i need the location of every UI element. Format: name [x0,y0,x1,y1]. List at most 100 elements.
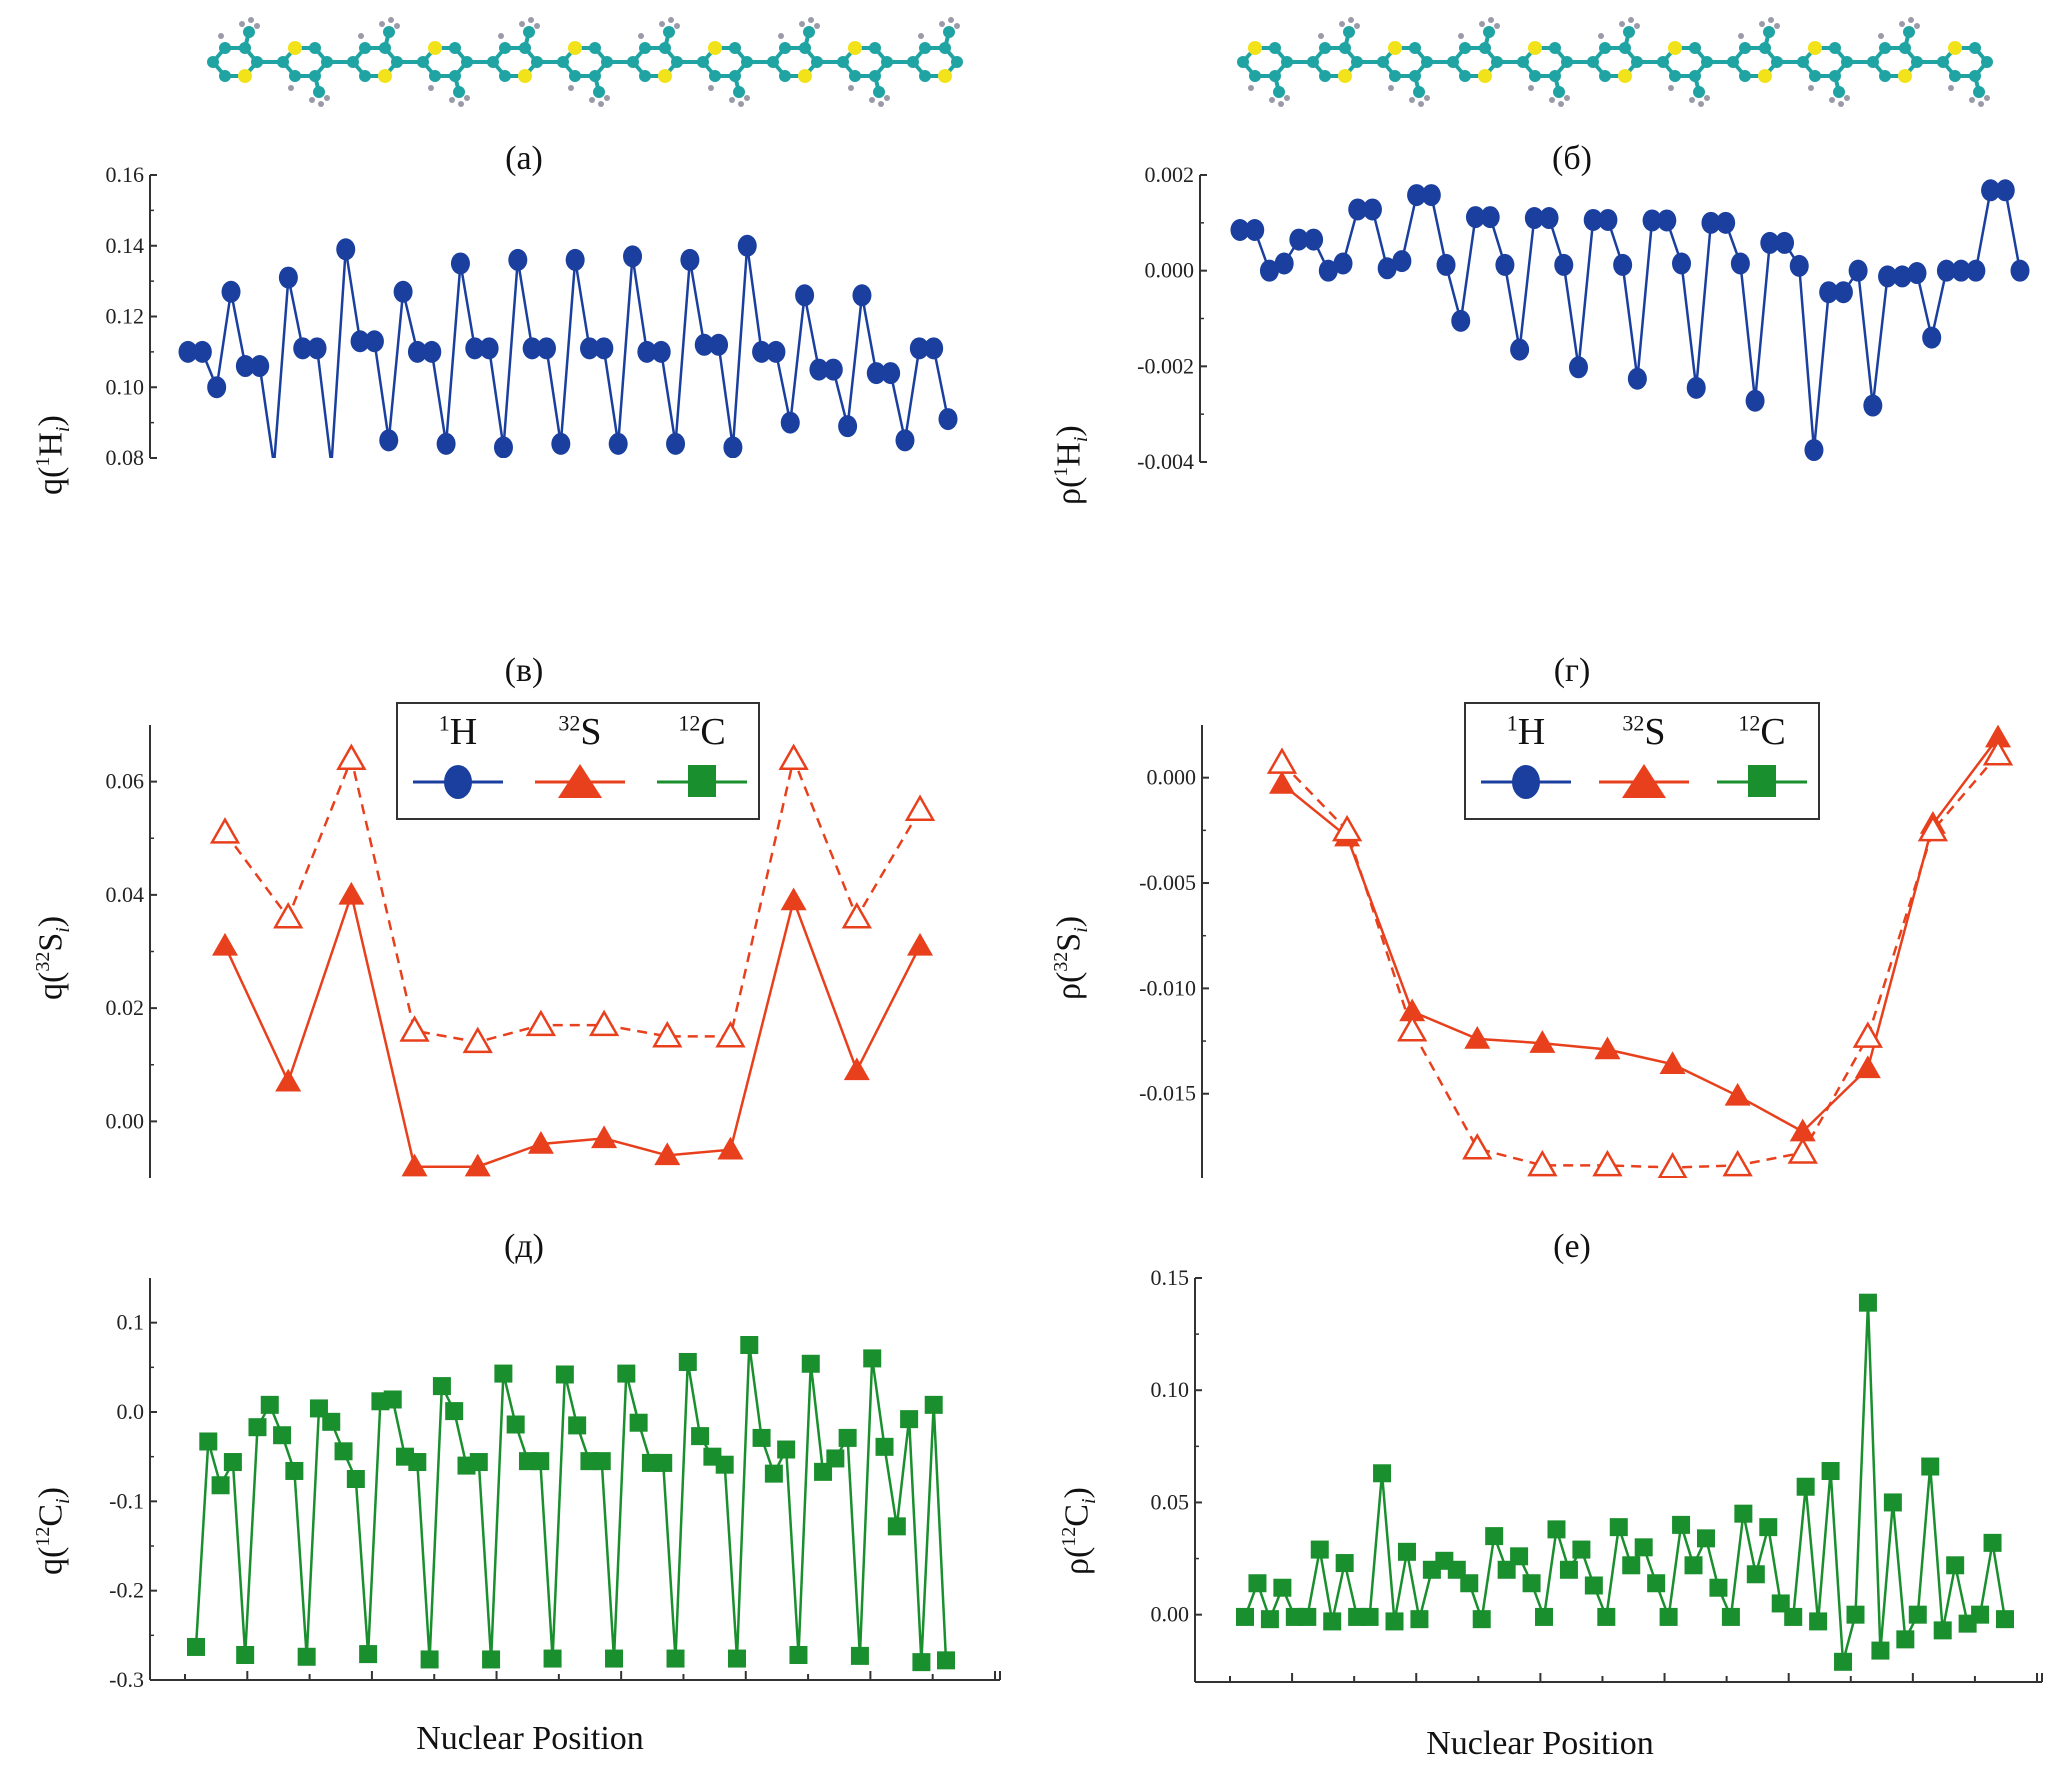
data-point-square [334,1442,353,1461]
carbon-atom [531,56,543,68]
series-line [194,1344,948,1663]
data-point-square [1684,1556,1703,1575]
hydrogen-atom [729,97,735,103]
hydrogen-atom [1354,23,1360,29]
data-point-square [1746,1565,1765,1584]
hydrogen-atom [1318,33,1324,39]
data-point-square [666,1649,685,1668]
hydrogen-atom [1409,97,1415,103]
legend-label: 32S [558,710,602,753]
series-circle [1230,179,2030,462]
data-point-circle [1348,198,1368,221]
data-point-circle [1833,281,1853,304]
carbon-atom [1797,56,1809,68]
carbon-atom [1549,70,1561,82]
carbon-atom [1701,56,1713,68]
carbon-atom [1549,42,1561,54]
data-point-square [1298,1607,1317,1626]
data-point-square [346,1470,365,1488]
data-point-circle [1524,207,1544,230]
carbon-atom [1879,70,1891,82]
data-point-square [1821,1462,1840,1481]
hydrogen-atom [498,33,504,39]
data-point-square [1933,1621,1952,1640]
y-tick-label: 0.16 [106,162,145,187]
carbon-atom [1949,70,1961,82]
data-point-square [445,1402,464,1421]
series-line [1243,1302,2007,1663]
sulfur-atom [798,69,812,83]
data-point-square [1996,1610,2014,1629]
data-point-circle [608,432,628,455]
data-point-square [1472,1610,1491,1629]
y-tick-label: 0.02 [106,995,145,1020]
data-point-square [248,1418,267,1437]
data-point-square [1397,1542,1416,1561]
hydrogen-atom [1388,85,1394,91]
y-tick-label: -0.002 [1137,353,1194,378]
data-point-square [727,1649,746,1668]
data-point-triangle [1399,998,1426,1022]
sulfur-atom [428,41,442,55]
carbon-atom [207,56,219,68]
y-tick-label: 0.00 [1151,1602,1190,1627]
molecule-chain-left [207,17,963,107]
data-point-square [1672,1515,1691,1534]
sulfur-atom [938,69,952,83]
hydrogen-atom [1838,101,1844,107]
hydrogen-atom [239,21,245,27]
carbon-atom [881,56,893,68]
data-point-circle [522,337,542,360]
hydrogen-atom [1978,101,1984,107]
data-point-triangle-open [209,817,241,844]
series-square [1236,1293,2014,1671]
hydrogen-atom [1458,33,1464,39]
carbon-atom [733,86,745,98]
carbon-atom [593,86,605,98]
carbon-atom [1657,56,1669,68]
data-point-square [1572,1540,1591,1559]
series-line [223,754,922,1044]
data-point-triangle-open [525,1009,557,1037]
carbon-atom [919,42,931,54]
data-point-square [1622,1556,1641,1575]
hydrogen-atom [1698,101,1704,107]
data-point-square [1584,1576,1603,1595]
data-point-circle [1760,231,1780,254]
carbon-atom [1973,86,1985,98]
data-point-square [887,1517,906,1536]
data-point-triangle [591,1125,618,1149]
hydrogen-atom [598,101,604,107]
sulfur-atom [1808,41,1822,55]
sulfur-atom [238,69,252,83]
carbon-atom [429,70,441,82]
data-point-circle [1421,184,1441,207]
data-point-circle [293,337,313,360]
hydrogen-atom [589,97,595,103]
data-point-circle [192,340,212,363]
carbon-atom [1587,56,1599,68]
chart-panel-e: (д) q(12Ci) -0.3 -0.2 -0.1 0.0 0.1 Nuclear P… [0,1220,1001,1780]
carbon-atom [417,56,429,68]
data-point-circle [1510,338,1530,361]
data-point-square [506,1415,525,1434]
data-point-circle [1745,389,1765,412]
molecule-diagram-right [1220,15,2010,110]
data-point-square [691,1427,710,1446]
y-tick-label: 0.000 [1147,765,1197,790]
legend-marker-square [1717,765,1807,797]
data-point-square [1809,1612,1828,1631]
data-point-square [494,1364,513,1383]
y-tick-label: 0.0 [117,1399,145,1424]
data-point-square [875,1437,894,1456]
plot-area-e: -0.3 -0.2 -0.1 0.0 0.1 [109,1278,1001,1692]
data-point-square [617,1364,636,1383]
data-point-triangle [338,881,365,905]
data-point-circle [2010,259,2030,282]
hydrogen-atom [1628,17,1634,23]
data-point-square [187,1637,205,1656]
data-point-square [285,1461,304,1480]
legend-item-s: 32S [1594,710,1694,798]
carbon-atom [1389,70,1401,82]
data-point-circle [1848,259,1868,282]
